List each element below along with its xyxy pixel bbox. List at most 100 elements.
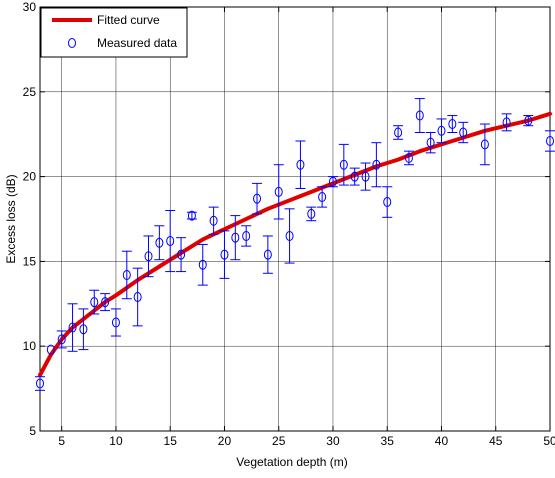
data-marker bbox=[394, 127, 403, 138]
data-marker bbox=[36, 378, 44, 389]
measured-data-point bbox=[219, 230, 230, 279]
y-tick-label: 15 bbox=[23, 254, 37, 268]
data-marker bbox=[101, 297, 110, 308]
data-marker bbox=[459, 127, 468, 138]
measured-data-point bbox=[197, 243, 208, 286]
x-tick-label: 50 bbox=[543, 434, 555, 448]
data-marker bbox=[307, 208, 316, 219]
measured-data-point bbox=[436, 118, 447, 144]
data-marker bbox=[144, 251, 153, 262]
measured-data-point bbox=[382, 186, 393, 218]
measured-data-point bbox=[317, 186, 328, 208]
measured-data-point bbox=[360, 162, 371, 191]
x-tick-label: 15 bbox=[164, 434, 178, 448]
x-axis-label: Vegetation depth (m) bbox=[236, 455, 347, 469]
measured-data-point bbox=[295, 140, 306, 189]
measured-data-point bbox=[403, 150, 414, 166]
measured-data-point bbox=[393, 125, 404, 140]
data-marker bbox=[209, 215, 218, 226]
data-marker bbox=[253, 193, 262, 204]
measured-data-point bbox=[35, 376, 45, 391]
grid bbox=[40, 6, 551, 432]
measured-data-point bbox=[67, 303, 78, 352]
measured-data-point bbox=[121, 250, 132, 300]
measured-data-point bbox=[447, 115, 458, 134]
measured-data-point bbox=[327, 176, 338, 188]
measured-data-point bbox=[165, 210, 176, 273]
data-marker bbox=[415, 110, 424, 121]
x-tick-label: 5 bbox=[58, 434, 65, 448]
measured-data-point bbox=[230, 215, 241, 261]
measured-data-point bbox=[501, 113, 512, 132]
measured-data-point bbox=[154, 225, 165, 261]
legend-box bbox=[40, 7, 188, 58]
data-marker bbox=[57, 334, 66, 345]
measured-data-point bbox=[176, 237, 187, 273]
measured-data-point bbox=[241, 225, 252, 247]
y-tick-label: 25 bbox=[23, 85, 37, 99]
y-tick-label: 5 bbox=[29, 424, 36, 438]
data-marker bbox=[274, 186, 283, 197]
measured-data-point bbox=[479, 123, 490, 166]
x-tick-label: 35 bbox=[381, 434, 395, 448]
data-marker bbox=[231, 232, 240, 243]
axes: 5 10 15 20 25 30 35 40 45 50 5 10 15 20 25 30 bbox=[23, 0, 555, 448]
data-marker bbox=[68, 322, 77, 333]
y-tick-label: 20 bbox=[23, 170, 37, 184]
data-marker bbox=[177, 249, 186, 260]
data-marker bbox=[166, 236, 175, 247]
measured-data-layer bbox=[35, 98, 555, 391]
legend-marker-swatch bbox=[68, 38, 76, 48]
legend-label-measured-data: Measured data bbox=[97, 36, 177, 50]
x-tick-label: 45 bbox=[489, 434, 503, 448]
data-marker bbox=[155, 237, 164, 248]
x-tick-label: 25 bbox=[272, 434, 286, 448]
measured-data-point bbox=[110, 308, 121, 337]
data-marker bbox=[404, 152, 413, 163]
data-marker bbox=[502, 117, 511, 128]
data-marker bbox=[448, 119, 457, 130]
legend-label-fitted-curve: Fitted curve bbox=[97, 13, 160, 27]
data-marker bbox=[46, 344, 55, 355]
measured-data-point bbox=[143, 235, 154, 278]
measured-data-point bbox=[523, 115, 534, 127]
y-tick-label: 10 bbox=[23, 339, 37, 353]
data-marker bbox=[90, 297, 99, 308]
data-marker bbox=[437, 125, 446, 136]
measured-data-point bbox=[78, 308, 89, 351]
measured-data-point bbox=[284, 208, 295, 264]
measured-data-point bbox=[132, 267, 143, 327]
data-marker bbox=[339, 159, 348, 170]
data-marker bbox=[242, 230, 251, 241]
data-marker bbox=[220, 249, 229, 260]
x-tick-label: 20 bbox=[218, 434, 232, 448]
plot-frame bbox=[39, 6, 551, 432]
measured-data-point bbox=[100, 293, 111, 312]
data-marker bbox=[296, 159, 305, 170]
data-marker bbox=[318, 191, 327, 202]
data-marker bbox=[187, 210, 196, 221]
measured-data-point bbox=[349, 167, 360, 186]
measured-data-point bbox=[262, 235, 273, 274]
measured-data-point bbox=[208, 206, 219, 235]
measured-data-point bbox=[89, 289, 100, 315]
data-marker bbox=[350, 171, 359, 182]
data-marker bbox=[383, 197, 392, 208]
data-marker bbox=[426, 137, 435, 148]
data-marker bbox=[111, 317, 120, 328]
x-tick-label: 10 bbox=[109, 434, 123, 448]
y-axis-label: Excess loss (dB) bbox=[4, 174, 18, 263]
data-marker bbox=[546, 135, 554, 146]
measured-data-point bbox=[425, 132, 436, 154]
data-marker bbox=[524, 115, 533, 126]
data-marker bbox=[122, 269, 131, 280]
data-marker bbox=[263, 249, 272, 260]
measured-data-point bbox=[306, 206, 317, 222]
data-marker bbox=[361, 171, 370, 182]
measured-data-point bbox=[371, 142, 382, 188]
measured-data-point bbox=[56, 330, 67, 349]
legend: Fitted curve Measured data bbox=[40, 7, 188, 58]
measured-data-point bbox=[338, 143, 349, 186]
